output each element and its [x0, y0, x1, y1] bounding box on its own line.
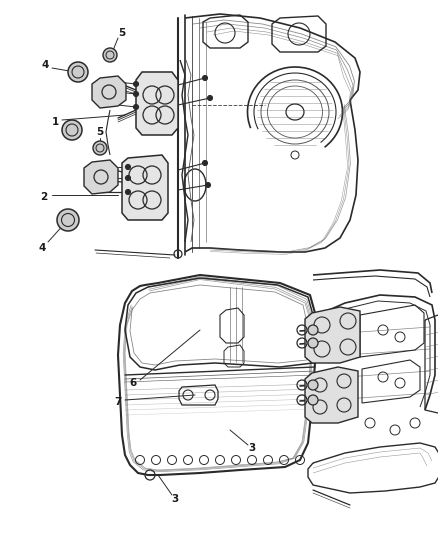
Circle shape	[93, 141, 107, 155]
Text: 1: 1	[51, 117, 59, 127]
Circle shape	[202, 160, 208, 166]
Circle shape	[308, 325, 318, 335]
Polygon shape	[305, 307, 360, 363]
Text: 5: 5	[118, 28, 126, 38]
Circle shape	[126, 190, 131, 195]
Text: 3: 3	[171, 494, 179, 504]
Circle shape	[68, 62, 88, 82]
Circle shape	[308, 395, 318, 405]
Circle shape	[57, 209, 79, 231]
Text: 5: 5	[96, 127, 104, 137]
Text: 4: 4	[38, 243, 46, 253]
Text: 3: 3	[248, 443, 256, 453]
Circle shape	[134, 104, 138, 109]
Polygon shape	[92, 76, 126, 108]
Circle shape	[308, 380, 318, 390]
Circle shape	[202, 76, 208, 80]
Text: 4: 4	[41, 60, 49, 70]
Polygon shape	[136, 72, 178, 135]
Text: 2: 2	[40, 192, 48, 202]
Polygon shape	[122, 155, 168, 220]
Circle shape	[205, 182, 211, 188]
Text: 6: 6	[129, 378, 137, 388]
Circle shape	[308, 338, 318, 348]
Circle shape	[134, 82, 138, 86]
Circle shape	[208, 95, 212, 101]
Circle shape	[134, 92, 138, 96]
Circle shape	[62, 120, 82, 140]
Polygon shape	[305, 367, 358, 423]
Text: 7: 7	[114, 397, 122, 407]
Polygon shape	[84, 160, 118, 194]
Circle shape	[126, 165, 131, 169]
Circle shape	[126, 175, 131, 181]
Circle shape	[103, 48, 117, 62]
